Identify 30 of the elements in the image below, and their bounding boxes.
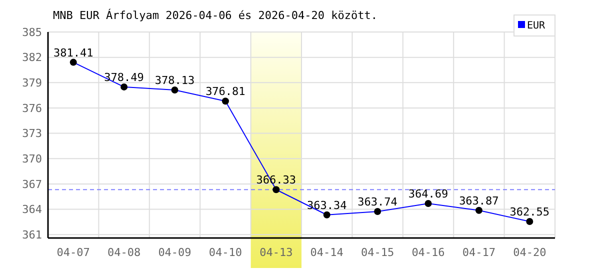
data-label: 363.87 [459, 194, 499, 208]
data-label: 364.69 [408, 187, 448, 200]
y-tick-label: 370 [22, 152, 42, 166]
data-label: 378.49 [104, 70, 144, 84]
data-label: 378.13 [154, 74, 195, 87]
data-label: 363.34 [306, 198, 348, 212]
y-tick-label: 385 [22, 26, 42, 39]
y-tick-label: 367 [22, 178, 42, 191]
data-label: 376.81 [206, 85, 246, 98]
x-tick-label: 04-10 [208, 246, 242, 259]
y-tick-label: 373 [22, 127, 42, 140]
x-tick-label: 04-16 [412, 246, 445, 259]
y-tick-label: 361 [22, 228, 42, 242]
x-tick-label: 04-20 [513, 246, 546, 259]
x-tick-label: 04-08 [107, 246, 141, 259]
x-tick-label: 04-15 [360, 246, 394, 259]
legend-label: EUR [527, 20, 546, 32]
x-tick-label: 04-13 [260, 246, 293, 259]
data-label: 362.55 [510, 206, 550, 219]
x-tick-label: 04-09 [158, 246, 192, 259]
y-tick-label: 379 [22, 76, 42, 90]
x-tick-label: 04-07 [56, 246, 90, 259]
chart-title: MNB EUR Árfolyam 2026-04-06 és 2026-04-20 között. [53, 8, 378, 22]
data-label: 363.74 [358, 195, 398, 208]
x-tick-label: 04-17 [462, 246, 496, 259]
y-tick-label: 382 [22, 51, 42, 64]
x-tick-label: 04-14 [310, 246, 344, 259]
y-tick-label: 364 [22, 203, 42, 216]
data-label: 381.41 [53, 46, 94, 60]
y-tick-label: 376 [22, 102, 42, 115]
